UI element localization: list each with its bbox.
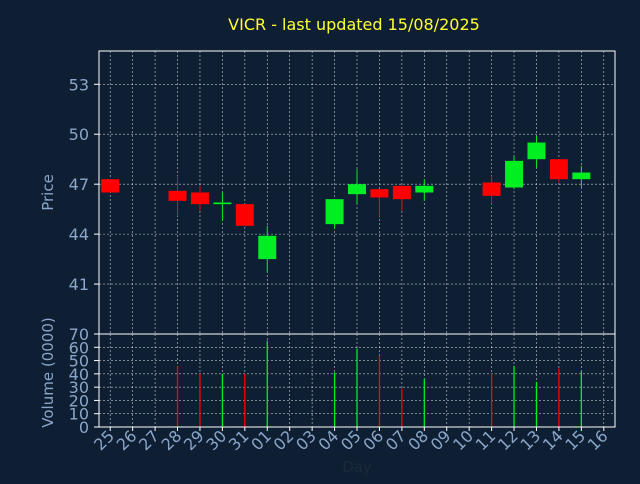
candle-body — [392, 185, 411, 200]
volume-bars — [176, 340, 582, 427]
candle-body — [101, 179, 120, 193]
price-candles — [101, 135, 591, 273]
candle-body — [527, 142, 546, 160]
volume-y-tick-label: 70 — [69, 325, 89, 344]
day-x-tick-label: 16 — [584, 426, 612, 454]
volume-y-tick-label: 0 — [79, 418, 89, 437]
volume-y-tick-label: 10 — [69, 405, 89, 424]
candle-body — [370, 189, 389, 198]
volume-y-tick-label: 40 — [69, 365, 89, 384]
price-y-tick-label: 44 — [69, 225, 89, 244]
volume-y-tick-label: 20 — [69, 391, 89, 410]
price-y-tick-label: 47 — [69, 175, 89, 194]
price-y-ticks: 41 44 47 50 53 — [69, 75, 99, 294]
volume-y-tick-label: 60 — [69, 338, 89, 357]
price-y-axis-label: Price — [39, 174, 57, 211]
candle-body — [235, 204, 254, 226]
price-y-tick-label: 50 — [69, 125, 89, 144]
chart-title: VICR - last updated 15/08/2025 — [228, 15, 480, 34]
volume-y-tick-label: 50 — [69, 352, 89, 371]
candle-body — [505, 160, 524, 188]
volume-y-tick-label: 30 — [69, 378, 89, 397]
candle-body — [415, 185, 434, 193]
candle-body — [325, 199, 344, 225]
candle-body — [482, 182, 501, 196]
candle-body — [572, 172, 591, 180]
candle-body — [168, 190, 187, 201]
volume-frame — [98, 333, 616, 428]
candle-body — [258, 235, 277, 260]
candle-body — [213, 202, 232, 205]
day-x-ticks: 2526272829303101020304050607080910111213… — [90, 426, 611, 454]
x-axis-label: Day — [342, 458, 372, 476]
candle-body — [348, 184, 366, 195]
price-y-tick-label: 53 — [69, 75, 89, 94]
candle-body — [190, 192, 209, 205]
candle-body — [549, 159, 568, 180]
price-panel: 41 44 47 50 53 Price — [39, 50, 616, 335]
price-y-tick-label: 41 — [69, 275, 89, 294]
volume-y-axis-label: Volume (0000) — [39, 317, 57, 427]
